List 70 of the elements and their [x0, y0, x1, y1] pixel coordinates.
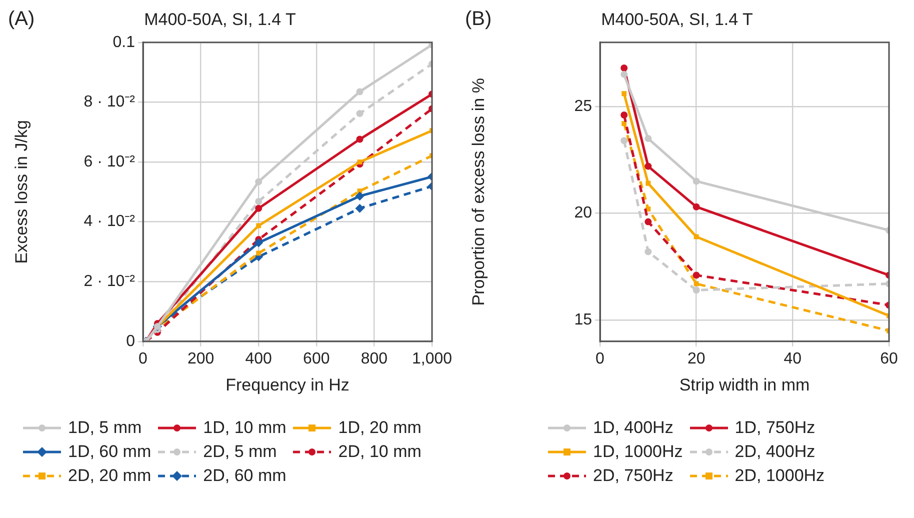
- legend-label: 2D, 400Hz: [734, 442, 816, 462]
- point: [644, 135, 652, 142]
- y-axis-title: Proportion of excess loss in %: [468, 78, 488, 306]
- point: [644, 248, 652, 256]
- point: [255, 198, 262, 205]
- point: [355, 192, 364, 201]
- legend-label: 2D, 20 mm: [68, 466, 152, 486]
- point: [255, 204, 262, 212]
- y-tick-label: 15: [574, 311, 592, 328]
- legend-label: 1D, 1000Hz: [593, 442, 683, 462]
- point: [356, 110, 364, 118]
- legend-label: 1D, 750Hz: [734, 418, 816, 438]
- y-tick-label: 2 · 10⁻²: [84, 273, 136, 290]
- x-tick-label: 800: [360, 350, 388, 368]
- x-tick-label: 0: [596, 350, 605, 368]
- point: [644, 162, 652, 170]
- y-tick-label: 8 · 10⁻²: [84, 94, 136, 111]
- y-tick-label: 4 · 10⁻²: [84, 213, 136, 230]
- legend-label: 1D, 400Hz: [593, 418, 674, 438]
- point: [256, 223, 262, 228]
- x-tick-label: 40: [784, 350, 802, 368]
- point: [356, 88, 364, 96]
- point: [692, 203, 700, 210]
- point: [644, 218, 652, 226]
- legend-label: 2D, 5 mm: [203, 442, 277, 462]
- point: [622, 121, 627, 126]
- x-tick-label: 20: [687, 350, 706, 368]
- x-tick-label: 600: [303, 350, 330, 368]
- x-tick-label: 200: [187, 350, 214, 368]
- y-tick-label: 0.1: [112, 34, 136, 51]
- y-tick-label: 0: [126, 332, 136, 350]
- point: [620, 70, 628, 78]
- point: [694, 281, 699, 286]
- x-tick-label: 0: [138, 350, 148, 368]
- y-tick-label: 20: [574, 204, 592, 222]
- point: [356, 136, 364, 143]
- chart-title: M400-50A, SI, 1.4 T: [601, 10, 753, 29]
- x-tick-label: 60: [880, 350, 898, 368]
- text: (B): [465, 8, 492, 31]
- x-axis-title: Strip width in mm: [679, 375, 810, 394]
- legend-label: 2D, 750Hz: [593, 466, 674, 486]
- legend-label: 2D, 60 mm: [203, 466, 286, 486]
- y-axis-title: Excess loss in J/kg: [12, 120, 31, 264]
- point: [256, 250, 262, 256]
- y-tick-label: 6 · 10⁻²: [84, 153, 136, 170]
- legend-label: 2D, 1000Hz: [734, 466, 825, 486]
- point: [622, 91, 627, 96]
- point: [646, 180, 651, 186]
- legend-label: 2D, 10 mm: [338, 442, 422, 462]
- x-tick-label: 400: [245, 350, 272, 368]
- chart-title: M400-50A, SI, 1.4 T: [144, 10, 296, 29]
- legend-label: 1D, 5 mm: [68, 418, 142, 438]
- point: [255, 178, 262, 186]
- x-tick-label: 1,000: [412, 350, 452, 368]
- point: [620, 137, 628, 144]
- point: [692, 178, 700, 185]
- x-axis-title: Frequency in Hz: [226, 375, 350, 394]
- point: [694, 234, 699, 240]
- point: [357, 160, 362, 164]
- legend-label: 1D, 10 mm: [203, 418, 286, 438]
- point: [355, 204, 364, 213]
- point: [692, 272, 700, 279]
- point: [692, 286, 700, 294]
- legend-label: 1D, 20 mm: [338, 418, 422, 438]
- point: [620, 112, 628, 119]
- y-tick-label: 25: [574, 98, 592, 115]
- legend-label: 1D, 60 mm: [68, 442, 152, 462]
- point: [254, 238, 264, 248]
- point: [620, 64, 628, 72]
- text: (A): [8, 8, 35, 31]
